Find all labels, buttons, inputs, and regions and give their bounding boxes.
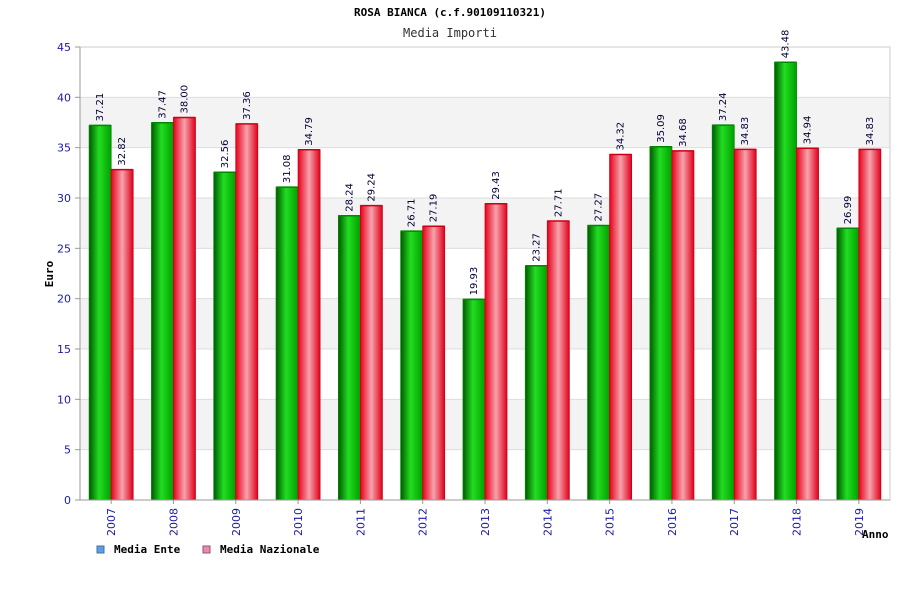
x-axis-label: Anno <box>862 528 889 541</box>
bar-media-nazionale-2019 <box>858 148 882 501</box>
x-axis: 2007 2008 2009 2010 2011 2012 2013 2014 2015 2016… <box>80 499 890 536</box>
data-label: 35.09 <box>656 114 667 143</box>
bar-media-ente-2010 <box>275 186 299 501</box>
data-label: 29.43 <box>491 171 502 200</box>
data-label: 37.36 <box>242 91 253 120</box>
bar-media-ente-2009 <box>213 171 237 501</box>
bar-media-nazionale-2012 <box>422 225 446 501</box>
bar-media-ente-2019 <box>836 227 860 501</box>
bar-media-nazionale-2011 <box>359 205 383 501</box>
x-tick-label: 2009 <box>230 508 243 536</box>
plot-band <box>80 147 890 198</box>
bar-media-ente-2014 <box>524 265 548 501</box>
y-tick-label: 30 <box>57 192 71 205</box>
data-label: 37.24 <box>718 92 729 121</box>
bar-media-ente-2018 <box>774 61 797 501</box>
bar-media-ente-2017 <box>711 124 735 501</box>
x-tick-label: 2017 <box>728 508 741 536</box>
data-labels-layer: 37.21 32.82 37.47 38.00 32.56 37.36 31.08 34.79… <box>95 30 876 296</box>
bar-media-nazionale-2014 <box>546 220 570 501</box>
data-label: 29.24 <box>366 173 377 202</box>
x-tick-label: 2013 <box>479 508 492 536</box>
legend-swatch-media-ente <box>96 545 105 554</box>
x-tick-label: 2010 <box>292 508 305 536</box>
bar-media-nazionale-2009 <box>235 123 259 501</box>
x-tick-label: 2014 <box>541 508 554 536</box>
bar-media-nazionale-2007 <box>110 169 134 501</box>
y-tick-label: 20 <box>57 293 71 306</box>
bar-media-ente-2008 <box>151 122 174 501</box>
data-label: 31.08 <box>282 154 293 183</box>
x-tick-label: 2007 <box>105 508 118 536</box>
data-label: 32.56 <box>220 140 231 169</box>
data-label: 28.24 <box>344 183 355 212</box>
data-label: 34.94 <box>803 116 814 145</box>
data-label: 34.83 <box>865 117 876 146</box>
bar-media-ente-2011 <box>337 215 361 501</box>
data-label: 37.21 <box>95 93 106 122</box>
x-tick-label: 2016 <box>666 508 679 536</box>
data-label: 27.71 <box>553 188 564 217</box>
bar-media-nazionale-2010 <box>297 149 321 501</box>
data-label: 34.32 <box>616 122 627 151</box>
data-label: 23.27 <box>531 233 542 262</box>
x-tick-label: 2011 <box>354 508 367 536</box>
y-tick-label: 15 <box>57 343 71 356</box>
y-tick-label: 10 <box>57 393 71 406</box>
x-tick-label: 2008 <box>167 508 180 536</box>
y-tick-label: 25 <box>57 242 71 255</box>
x-tick-label: 2019 <box>853 508 866 536</box>
bar-media-nazionale-2018 <box>796 147 819 501</box>
chart-subtitle: Media Importi <box>403 26 497 40</box>
data-label: 19.93 <box>469 267 480 296</box>
bar-media-nazionale-2016 <box>671 150 695 501</box>
legend: Media Ente Media Nazionale <box>96 543 320 556</box>
legend-label-media-ente: Media Ente <box>114 543 181 556</box>
bar-media-ente-2015 <box>587 225 611 501</box>
data-label: 32.82 <box>117 137 128 166</box>
data-label: 34.83 <box>740 117 751 146</box>
data-label: 34.79 <box>304 117 315 146</box>
bar-media-ente-2007 <box>88 125 112 501</box>
data-label: 26.99 <box>843 196 854 225</box>
data-label: 26.71 <box>407 198 418 227</box>
data-label: 37.47 <box>157 90 168 119</box>
y-axis-label: Euro <box>43 260 56 287</box>
data-label: 27.19 <box>429 194 440 223</box>
bar-media-ente-2013 <box>462 298 486 501</box>
x-tick-label: 2018 <box>791 508 804 536</box>
x-tick-label: 2015 <box>604 508 617 536</box>
x-tick-label: 2012 <box>417 508 430 536</box>
y-tick-label: 35 <box>57 142 71 155</box>
plot-band <box>80 97 890 148</box>
data-label: 43.48 <box>781 30 792 59</box>
y-tick-label: 0 <box>64 494 71 507</box>
plot-band <box>80 47 890 98</box>
y-tick-label: 40 <box>57 91 71 104</box>
data-label: 27.27 <box>594 193 605 222</box>
legend-swatch-media-nazionale <box>202 545 211 554</box>
y-axis: 0 5 10 15 20 25 30 35 40 45 <box>57 41 81 507</box>
legend-label-media-nazionale: Media Nazionale <box>220 543 320 556</box>
bar-media-nazionale-2017 <box>733 148 757 501</box>
bar-media-ente-2012 <box>400 230 424 501</box>
bars-layer <box>88 61 882 501</box>
bar-media-ente-2016 <box>649 146 673 501</box>
bar-media-nazionale-2013 <box>484 203 508 501</box>
data-label: 38.00 <box>179 85 190 114</box>
data-label: 34.68 <box>678 118 689 147</box>
y-tick-label: 45 <box>57 41 71 54</box>
bar-media-nazionale-2015 <box>609 154 633 501</box>
chart-title: ROSA BIANCA (c.f.90109110321) <box>354 6 546 19</box>
y-tick-label: 5 <box>64 444 71 457</box>
bar-media-nazionale-2008 <box>173 117 196 501</box>
